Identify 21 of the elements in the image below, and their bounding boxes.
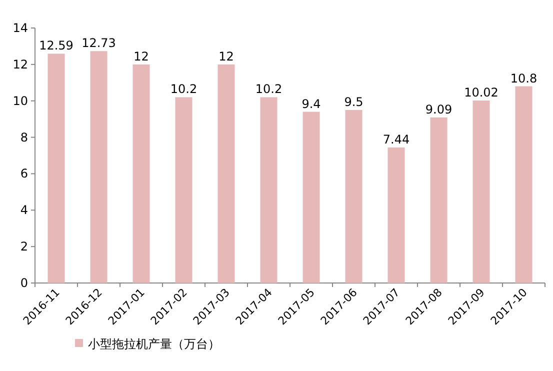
y-tick-label: 12 xyxy=(12,57,28,72)
data-label: 12 xyxy=(218,49,234,64)
data-label: 9.09 xyxy=(425,102,452,116)
y-tick-label: 2 xyxy=(20,240,28,254)
y-tick-label: 0 xyxy=(20,276,28,290)
data-label: 9.5 xyxy=(344,94,364,109)
y-tick-label: 6 xyxy=(20,166,28,181)
data-label: 12.59 xyxy=(39,38,74,53)
y-tick-label: 4 xyxy=(20,203,28,218)
data-label: 12 xyxy=(134,49,149,64)
data-label: 9.4 xyxy=(302,96,321,111)
data-label: 12.73 xyxy=(82,36,116,50)
data-label: 10.02 xyxy=(464,85,498,100)
y-tick-label: 10 xyxy=(12,94,28,108)
data-label: 7.44 xyxy=(382,132,410,146)
data-label: 10.8 xyxy=(510,71,538,86)
y-tick-label: 8 xyxy=(20,130,28,144)
data-label: 10.2 xyxy=(170,82,198,96)
y-tick-label: 14 xyxy=(12,21,28,35)
data-label: 10.2 xyxy=(255,82,282,96)
legend-label: 小型拖拉机产量（万台） xyxy=(88,337,220,351)
